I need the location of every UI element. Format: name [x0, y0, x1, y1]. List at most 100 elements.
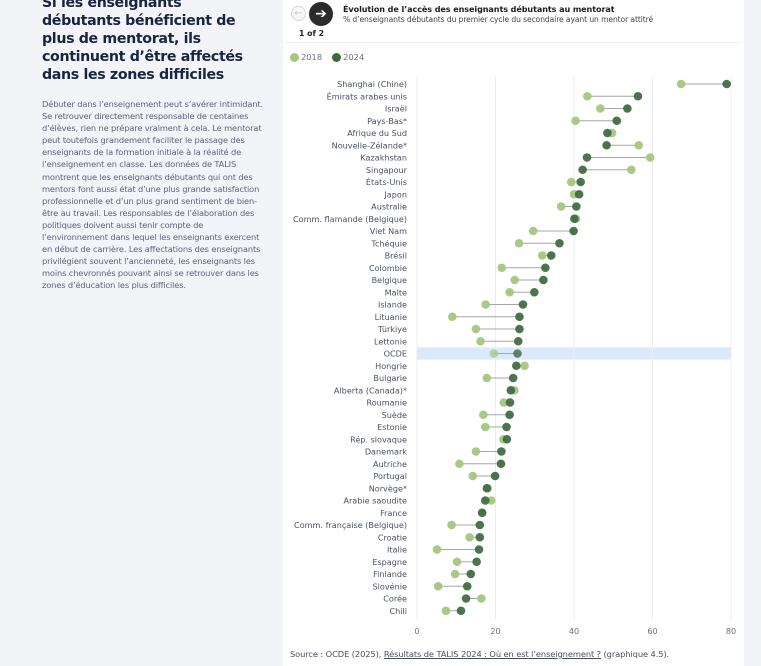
point-2018: [489, 349, 499, 358]
point-2018: [482, 373, 492, 383]
legend-label-2018: 2018: [301, 52, 323, 62]
category-label: États-Unis: [366, 176, 407, 187]
category-label: Hongrie: [375, 361, 407, 371]
category-label: Chili: [389, 606, 407, 616]
point-2024: [574, 189, 584, 199]
category-label: Corée: [383, 594, 407, 604]
category-label: Alberta (Canada)*: [334, 385, 407, 395]
point-2018: [676, 79, 686, 89]
point-2024: [530, 287, 539, 297]
point-2024: [480, 496, 490, 505]
point-2024: [569, 226, 578, 236]
category-label: Bulgarie: [373, 373, 407, 383]
legend-item-2018[interactable]: 2018: [290, 52, 322, 62]
point-2018: [448, 312, 457, 322]
point-2024: [474, 545, 484, 554]
point-2018: [479, 410, 488, 420]
legend-label-2024: 2024: [343, 52, 365, 62]
category-label: Afrique du Sud: [347, 128, 407, 138]
category-label: Nouvelle-Zélande*: [332, 140, 407, 150]
point-2024: [482, 483, 492, 493]
point-2018: [433, 581, 443, 591]
point-2024: [518, 300, 528, 309]
x-tick-label: 20: [490, 626, 500, 636]
point-2018: [627, 165, 636, 175]
category-label: Espagne: [372, 557, 407, 567]
point-2024: [576, 177, 585, 187]
category-label: Comm. française (Belgique): [294, 520, 407, 530]
point-2018: [528, 226, 538, 236]
point-2024: [546, 251, 556, 260]
point-2024: [570, 214, 579, 224]
category-label: Kazakhstan: [360, 153, 407, 163]
point-2018: [510, 275, 520, 285]
chart-legend: 2018 2024: [290, 52, 364, 62]
source-prefix: Source : OCDE (2025),: [290, 649, 384, 659]
article-intro: Si les enseignants débutants bénéficient…: [42, 0, 264, 292]
point-2024: [555, 238, 564, 248]
category-label: Croatie: [378, 532, 407, 542]
point-2018: [583, 91, 592, 101]
pager-label: 1 of 2: [299, 29, 325, 38]
source-link[interactable]: Résultats de TALIS 2024 : Où en est l’en…: [383, 649, 601, 659]
point-2024: [541, 263, 550, 273]
category-label: Italie: [387, 545, 407, 555]
previous-chart-button[interactable]: ←: [291, 6, 306, 21]
point-2018: [480, 422, 490, 432]
legend-item-2024[interactable]: 2024: [332, 52, 364, 62]
point-2024: [472, 557, 481, 567]
category-label: Türkiye: [377, 324, 407, 334]
category-label: Norvège*: [369, 483, 407, 493]
category-label: Shanghai (Chine): [337, 79, 407, 89]
point-2018: [634, 140, 644, 150]
category-label: Brésil: [385, 251, 407, 261]
category-label: Émirats arabes unis: [327, 90, 407, 101]
point-2024: [515, 312, 524, 322]
category-label: Autriche: [373, 459, 407, 469]
point-2018: [486, 496, 496, 505]
point-2018: [471, 447, 481, 456]
point-2024: [508, 373, 518, 383]
x-tick-label: 60: [647, 626, 657, 636]
category-label: Belgique: [372, 275, 407, 285]
point-2018: [497, 263, 507, 273]
point-2018: [468, 471, 478, 481]
article-body: Débuter dans l’enseignement peut s’avére…: [42, 99, 264, 291]
point-2024: [506, 385, 516, 395]
point-2024: [578, 165, 587, 175]
point-2024: [497, 447, 506, 456]
point-2018: [514, 238, 524, 248]
category-label: Comm. flamande (Belgique): [293, 214, 407, 224]
source-suffix: (graphique 4.5).: [600, 649, 670, 659]
point-2018: [595, 104, 605, 113]
point-2024: [539, 275, 548, 285]
category-label: Roumanie: [366, 398, 407, 408]
category-label: Israël: [385, 104, 407, 114]
point-2018: [645, 153, 655, 162]
chart-title: Évolution de l’accès des enseignants déb…: [343, 4, 615, 14]
point-2024: [496, 459, 506, 469]
point-2018: [556, 202, 566, 211]
category-label: Australie: [371, 202, 407, 212]
point-2018: [505, 287, 514, 297]
point-2024: [582, 153, 592, 162]
category-label: Malte: [385, 287, 407, 297]
point-2018: [520, 361, 529, 371]
point-2024: [475, 520, 485, 530]
point-2018: [537, 251, 547, 260]
category-label: Lettonie: [374, 336, 407, 346]
point-2018: [499, 398, 509, 407]
point-2024: [513, 349, 522, 358]
next-chart-button[interactable]: ➔: [309, 2, 333, 26]
category-label: Japon: [383, 189, 407, 199]
header-divider: [286, 42, 741, 43]
point-2024: [505, 398, 515, 407]
point-2024: [612, 116, 622, 126]
arrow-left-icon: ←: [294, 8, 303, 19]
point-2018: [471, 324, 481, 334]
point-2024: [602, 140, 611, 150]
arrow-right-icon: ➔: [315, 6, 327, 22]
point-2024: [623, 104, 632, 113]
category-label: Singapour: [366, 165, 408, 175]
point-2024: [512, 361, 521, 371]
